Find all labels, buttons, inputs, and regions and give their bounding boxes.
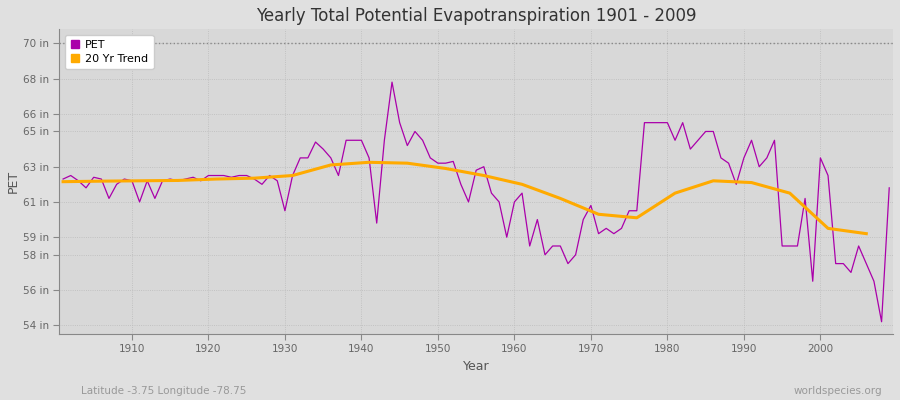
Y-axis label: PET: PET (7, 170, 20, 193)
Legend: PET, 20 Yr Trend: PET, 20 Yr Trend (65, 35, 154, 70)
Text: Latitude -3.75 Longitude -78.75: Latitude -3.75 Longitude -78.75 (81, 386, 247, 396)
Text: worldspecies.org: worldspecies.org (794, 386, 882, 396)
Title: Yearly Total Potential Evapotranspiration 1901 - 2009: Yearly Total Potential Evapotranspiratio… (256, 7, 697, 25)
X-axis label: Year: Year (463, 360, 490, 373)
